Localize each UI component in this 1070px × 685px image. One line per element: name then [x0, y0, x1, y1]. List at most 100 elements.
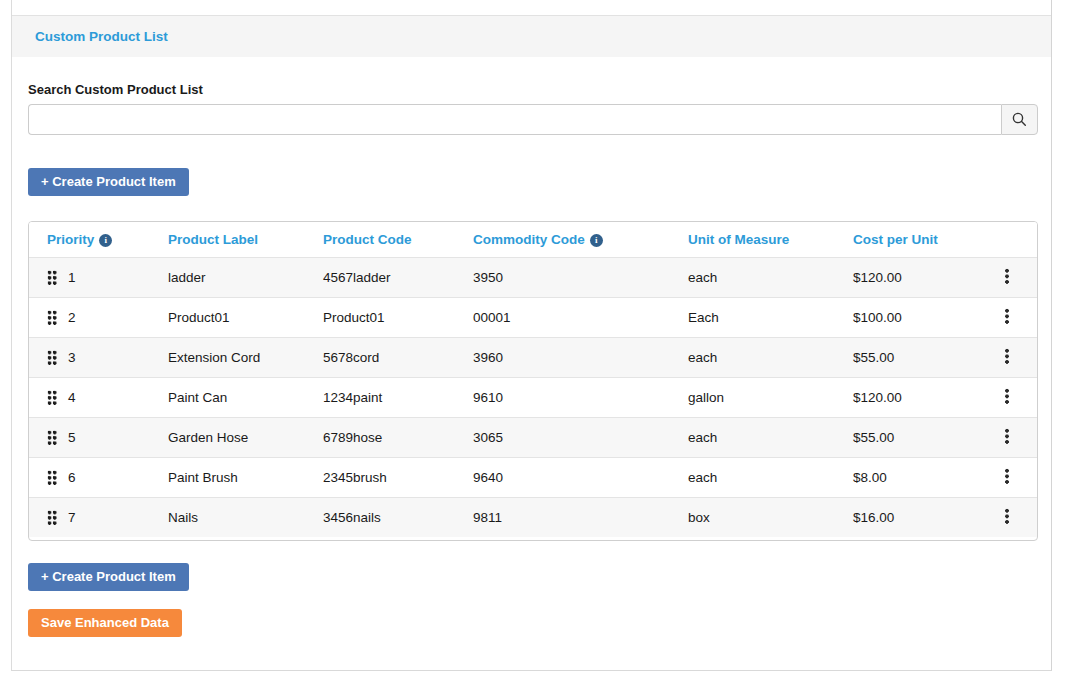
product-label-cell: Nails	[150, 497, 305, 537]
drag-handle-icon[interactable]	[47, 310, 57, 326]
priority-cell: 7	[29, 497, 150, 537]
unit-of-measure-cell: each	[670, 457, 835, 497]
commodity-code-cell: 9811	[455, 497, 670, 537]
row-menu-kebab-icon[interactable]	[1005, 388, 1009, 405]
column-header-unit-of-measure: Unit of Measure	[670, 222, 835, 257]
product-label-cell: Extension Cord	[150, 337, 305, 377]
priority-info-icon[interactable]	[99, 234, 112, 247]
custom-product-list-panel: Custom Product List Search Custom Produc…	[11, 0, 1052, 671]
search-input[interactable]	[28, 104, 1001, 135]
product-label-cell: ladder	[150, 257, 305, 297]
drag-handle-icon[interactable]	[47, 270, 57, 286]
commodity-code-cell: 9610	[455, 377, 670, 417]
column-header-actions	[977, 222, 1037, 257]
panel-top-strip	[12, 0, 1051, 15]
row-menu-kebab-icon[interactable]	[1005, 268, 1009, 285]
row-actions-cell	[977, 337, 1037, 377]
product-code-cell: 5678cord	[305, 337, 455, 377]
row-actions-cell	[977, 257, 1037, 297]
column-header-commodity-code-label: Commodity Code	[473, 232, 585, 247]
cost-per-unit-cell: $100.00	[835, 297, 977, 337]
commodity-code-info-icon[interactable]	[590, 234, 603, 247]
row-menu-kebab-icon[interactable]	[1005, 468, 1009, 485]
drag-handle-icon[interactable]	[47, 350, 57, 366]
unit-of-measure-cell: each	[670, 417, 835, 457]
row-menu-kebab-icon[interactable]	[1005, 348, 1009, 365]
product-code-cell: Product01	[305, 297, 455, 337]
product-table-body: 1 ladder 4567ladder 3950 each $120.00 2 …	[29, 257, 1037, 537]
priority-cell: 4	[29, 377, 150, 417]
priority-value: 3	[68, 350, 76, 365]
cost-per-unit-cell: $120.00	[835, 257, 977, 297]
search-button[interactable]	[1001, 104, 1038, 135]
row-menu-kebab-icon[interactable]	[1005, 428, 1009, 445]
row-actions-cell	[977, 417, 1037, 457]
commodity-code-cell: 3065	[455, 417, 670, 457]
table-row: 6 Paint Brush 2345brush 9640 each $8.00	[29, 457, 1037, 497]
unit-of-measure-cell: box	[670, 497, 835, 537]
row-actions-cell	[977, 457, 1037, 497]
table-row: 4 Paint Can 1234paint 9610 gallon $120.0…	[29, 377, 1037, 417]
cost-per-unit-cell: $8.00	[835, 457, 977, 497]
product-code-cell: 6789hose	[305, 417, 455, 457]
commodity-code-cell: 3960	[455, 337, 670, 377]
panel-body: Search Custom Product List + Create Prod…	[12, 57, 1051, 637]
priority-cell: 3	[29, 337, 150, 377]
product-code-cell: 4567ladder	[305, 257, 455, 297]
column-header-commodity-code: Commodity Code	[455, 222, 670, 257]
save-enhanced-data-button[interactable]: Save Enhanced Data	[28, 609, 182, 637]
drag-handle-icon[interactable]	[47, 390, 57, 406]
row-menu-kebab-icon[interactable]	[1005, 308, 1009, 325]
priority-value: 6	[68, 470, 76, 485]
drag-handle-icon[interactable]	[47, 430, 57, 446]
create-product-item-button-top[interactable]: + Create Product Item	[28, 168, 189, 196]
priority-cell: 5	[29, 417, 150, 457]
column-header-cost-per-unit: Cost per Unit	[835, 222, 977, 257]
priority-cell: 2	[29, 297, 150, 337]
cost-per-unit-cell: $55.00	[835, 417, 977, 457]
drag-handle-icon[interactable]	[47, 470, 57, 486]
priority-cell: 6	[29, 457, 150, 497]
product-table: Priority Product Label Product Code Comm…	[28, 221, 1038, 541]
create-product-item-button-bottom[interactable]: + Create Product Item	[28, 563, 189, 591]
search-input-group	[28, 104, 1038, 135]
table-row: 7 Nails 3456nails 9811 box $16.00	[29, 497, 1037, 537]
column-header-product-code: Product Code	[305, 222, 455, 257]
product-code-cell: 1234paint	[305, 377, 455, 417]
product-label-cell: Garden Hose	[150, 417, 305, 457]
product-label-cell: Paint Can	[150, 377, 305, 417]
priority-value: 2	[68, 310, 76, 325]
commodity-code-cell: 3950	[455, 257, 670, 297]
panel-title: Custom Product List	[35, 29, 168, 44]
priority-value: 4	[68, 390, 76, 405]
priority-value: 1	[68, 270, 76, 285]
search-label: Search Custom Product List	[28, 82, 1036, 97]
product-label-cell: Product01	[150, 297, 305, 337]
cost-per-unit-cell: $120.00	[835, 377, 977, 417]
drag-handle-icon[interactable]	[47, 510, 57, 526]
table-row: 1 ladder 4567ladder 3950 each $120.00	[29, 257, 1037, 297]
row-menu-kebab-icon[interactable]	[1005, 508, 1009, 525]
unit-of-measure-cell: gallon	[670, 377, 835, 417]
table-row: 2 Product01 Product01 00001 Each $100.00	[29, 297, 1037, 337]
column-header-priority-label: Priority	[47, 232, 94, 247]
search-icon	[1011, 111, 1028, 128]
column-header-product-label: Product Label	[150, 222, 305, 257]
cost-per-unit-cell: $55.00	[835, 337, 977, 377]
unit-of-measure-cell: Each	[670, 297, 835, 337]
product-code-cell: 2345brush	[305, 457, 455, 497]
table-row: 3 Extension Cord 5678cord 3960 each $55.…	[29, 337, 1037, 377]
unit-of-measure-cell: each	[670, 337, 835, 377]
row-actions-cell	[977, 377, 1037, 417]
table-row: 5 Garden Hose 6789hose 3065 each $55.00	[29, 417, 1037, 457]
priority-cell: 1	[29, 257, 150, 297]
priority-value: 7	[68, 510, 76, 525]
table-header: Priority Product Label Product Code Comm…	[29, 222, 1037, 257]
cost-per-unit-cell: $16.00	[835, 497, 977, 537]
product-code-cell: 3456nails	[305, 497, 455, 537]
unit-of-measure-cell: each	[670, 257, 835, 297]
commodity-code-cell: 9640	[455, 457, 670, 497]
column-header-priority: Priority	[29, 222, 150, 257]
panel-heading: Custom Product List	[12, 15, 1051, 57]
commodity-code-cell: 00001	[455, 297, 670, 337]
